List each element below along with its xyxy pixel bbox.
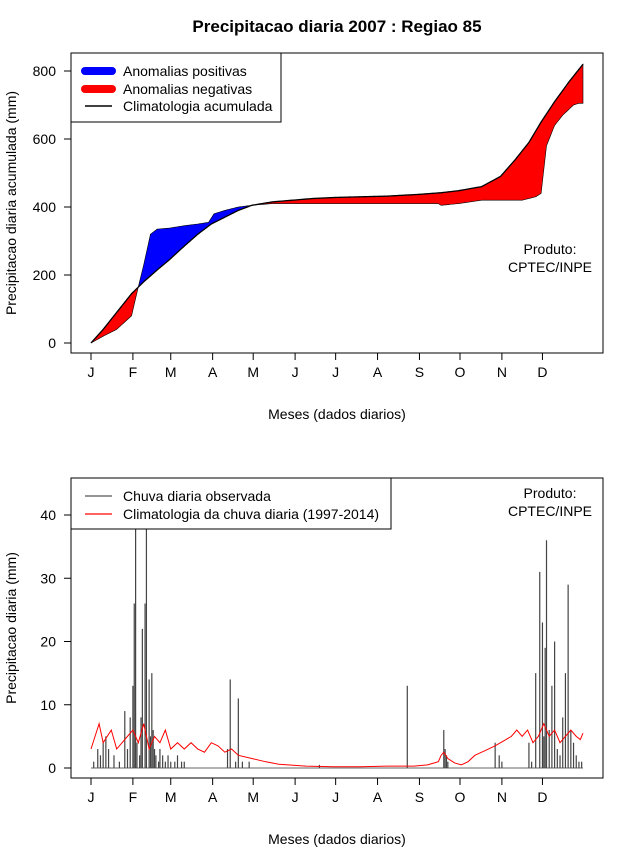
bottom-annotation-line2: CPTEC/INPE xyxy=(508,503,592,519)
y-tick-label: 600 xyxy=(33,131,57,147)
legend-label-climatology: Climatologia acumulada xyxy=(123,98,273,114)
x-tick-label: J xyxy=(88,364,95,380)
x-tick-label: S xyxy=(415,789,424,805)
x-tick-label: A xyxy=(208,364,218,380)
top-legend: Anomalias positivas Anomalias negativas … xyxy=(70,52,282,123)
x-tick-label: O xyxy=(455,789,466,805)
x-tick-label: D xyxy=(537,364,547,380)
x-tick-label: F xyxy=(129,789,138,805)
y-tick-label: 400 xyxy=(33,199,57,215)
x-tick-label: D xyxy=(537,789,547,805)
bottom-legend: Chuva diaria observada Climatologia da c… xyxy=(70,477,392,530)
x-tick-label: J xyxy=(332,364,339,380)
chart-title: Precipitacao diaria 2007 : Regiao 85 xyxy=(192,17,481,36)
y-tick-label: 20 xyxy=(40,634,56,650)
x-tick-label: J xyxy=(332,789,339,805)
y-tick-label: 10 xyxy=(40,697,56,713)
x-tick-label: J xyxy=(292,789,299,805)
y-tick-label: 0 xyxy=(48,760,56,776)
top-annotation-line2: CPTEC/INPE xyxy=(508,259,592,275)
x-tick-label: A xyxy=(208,789,218,805)
bottom-y-axis: 0 10 20 30 40 xyxy=(40,507,72,776)
x-tick-label: J xyxy=(292,364,299,380)
daily-bars xyxy=(91,502,583,769)
legend-label-climatology-daily: Climatologia da chuva diaria (1997-2014) xyxy=(123,506,379,522)
y-tick-label: 30 xyxy=(40,570,56,586)
bottom-annotation-line1: Produto: xyxy=(524,485,577,501)
x-tick-label: N xyxy=(497,364,507,380)
legend-label-positive: Anomalias positivas xyxy=(123,63,247,79)
daily-climatology xyxy=(90,721,584,768)
x-tick-label: N xyxy=(497,789,507,805)
y-tick-label: 800 xyxy=(33,63,57,79)
x-tick-label: A xyxy=(373,789,383,805)
bottom-y-axis-label: Precipitacao diaria (mm) xyxy=(3,552,19,704)
daily-climatology-line xyxy=(90,721,584,768)
positive-anomaly-area xyxy=(138,204,254,288)
cumulative-panel: 0 200 400 600 800 J F M A M J J A S O N D Precipitacao … xyxy=(3,52,604,422)
x-tick-label: M xyxy=(165,364,177,380)
legend-label-negative: Anomalias negativas xyxy=(123,81,252,97)
x-tick-label: A xyxy=(373,364,383,380)
top-y-axis: 0 200 400 600 800 xyxy=(33,63,72,351)
top-y-axis-label: Precipitacao diaria acumulada (mm) xyxy=(3,91,19,315)
x-tick-label: M xyxy=(247,364,259,380)
top-series-lines xyxy=(90,63,584,344)
climatology-cumulative-line xyxy=(90,63,584,344)
x-tick-label: S xyxy=(415,364,424,380)
bottom-x-axis-label: Meses (dados diarios) xyxy=(268,831,406,847)
x-tick-label: J xyxy=(88,789,95,805)
y-tick-label: 200 xyxy=(33,267,57,283)
legend-label-observed: Chuva diaria observada xyxy=(123,488,271,504)
y-tick-label: 0 xyxy=(48,335,56,351)
bottom-legend-box xyxy=(70,477,392,530)
x-tick-label: F xyxy=(129,364,138,380)
x-tick-label: M xyxy=(247,789,259,805)
y-tick-label: 40 xyxy=(40,507,56,523)
x-tick-label: O xyxy=(455,364,466,380)
daily-panel: 0 10 20 30 40 J F M A M J J A S O N D Precipitacao diar… xyxy=(3,477,604,847)
top-annotation-line1: Produto: xyxy=(524,241,577,257)
x-tick-label: M xyxy=(165,789,177,805)
top-x-axis-label: Meses (dados diarios) xyxy=(268,406,406,422)
